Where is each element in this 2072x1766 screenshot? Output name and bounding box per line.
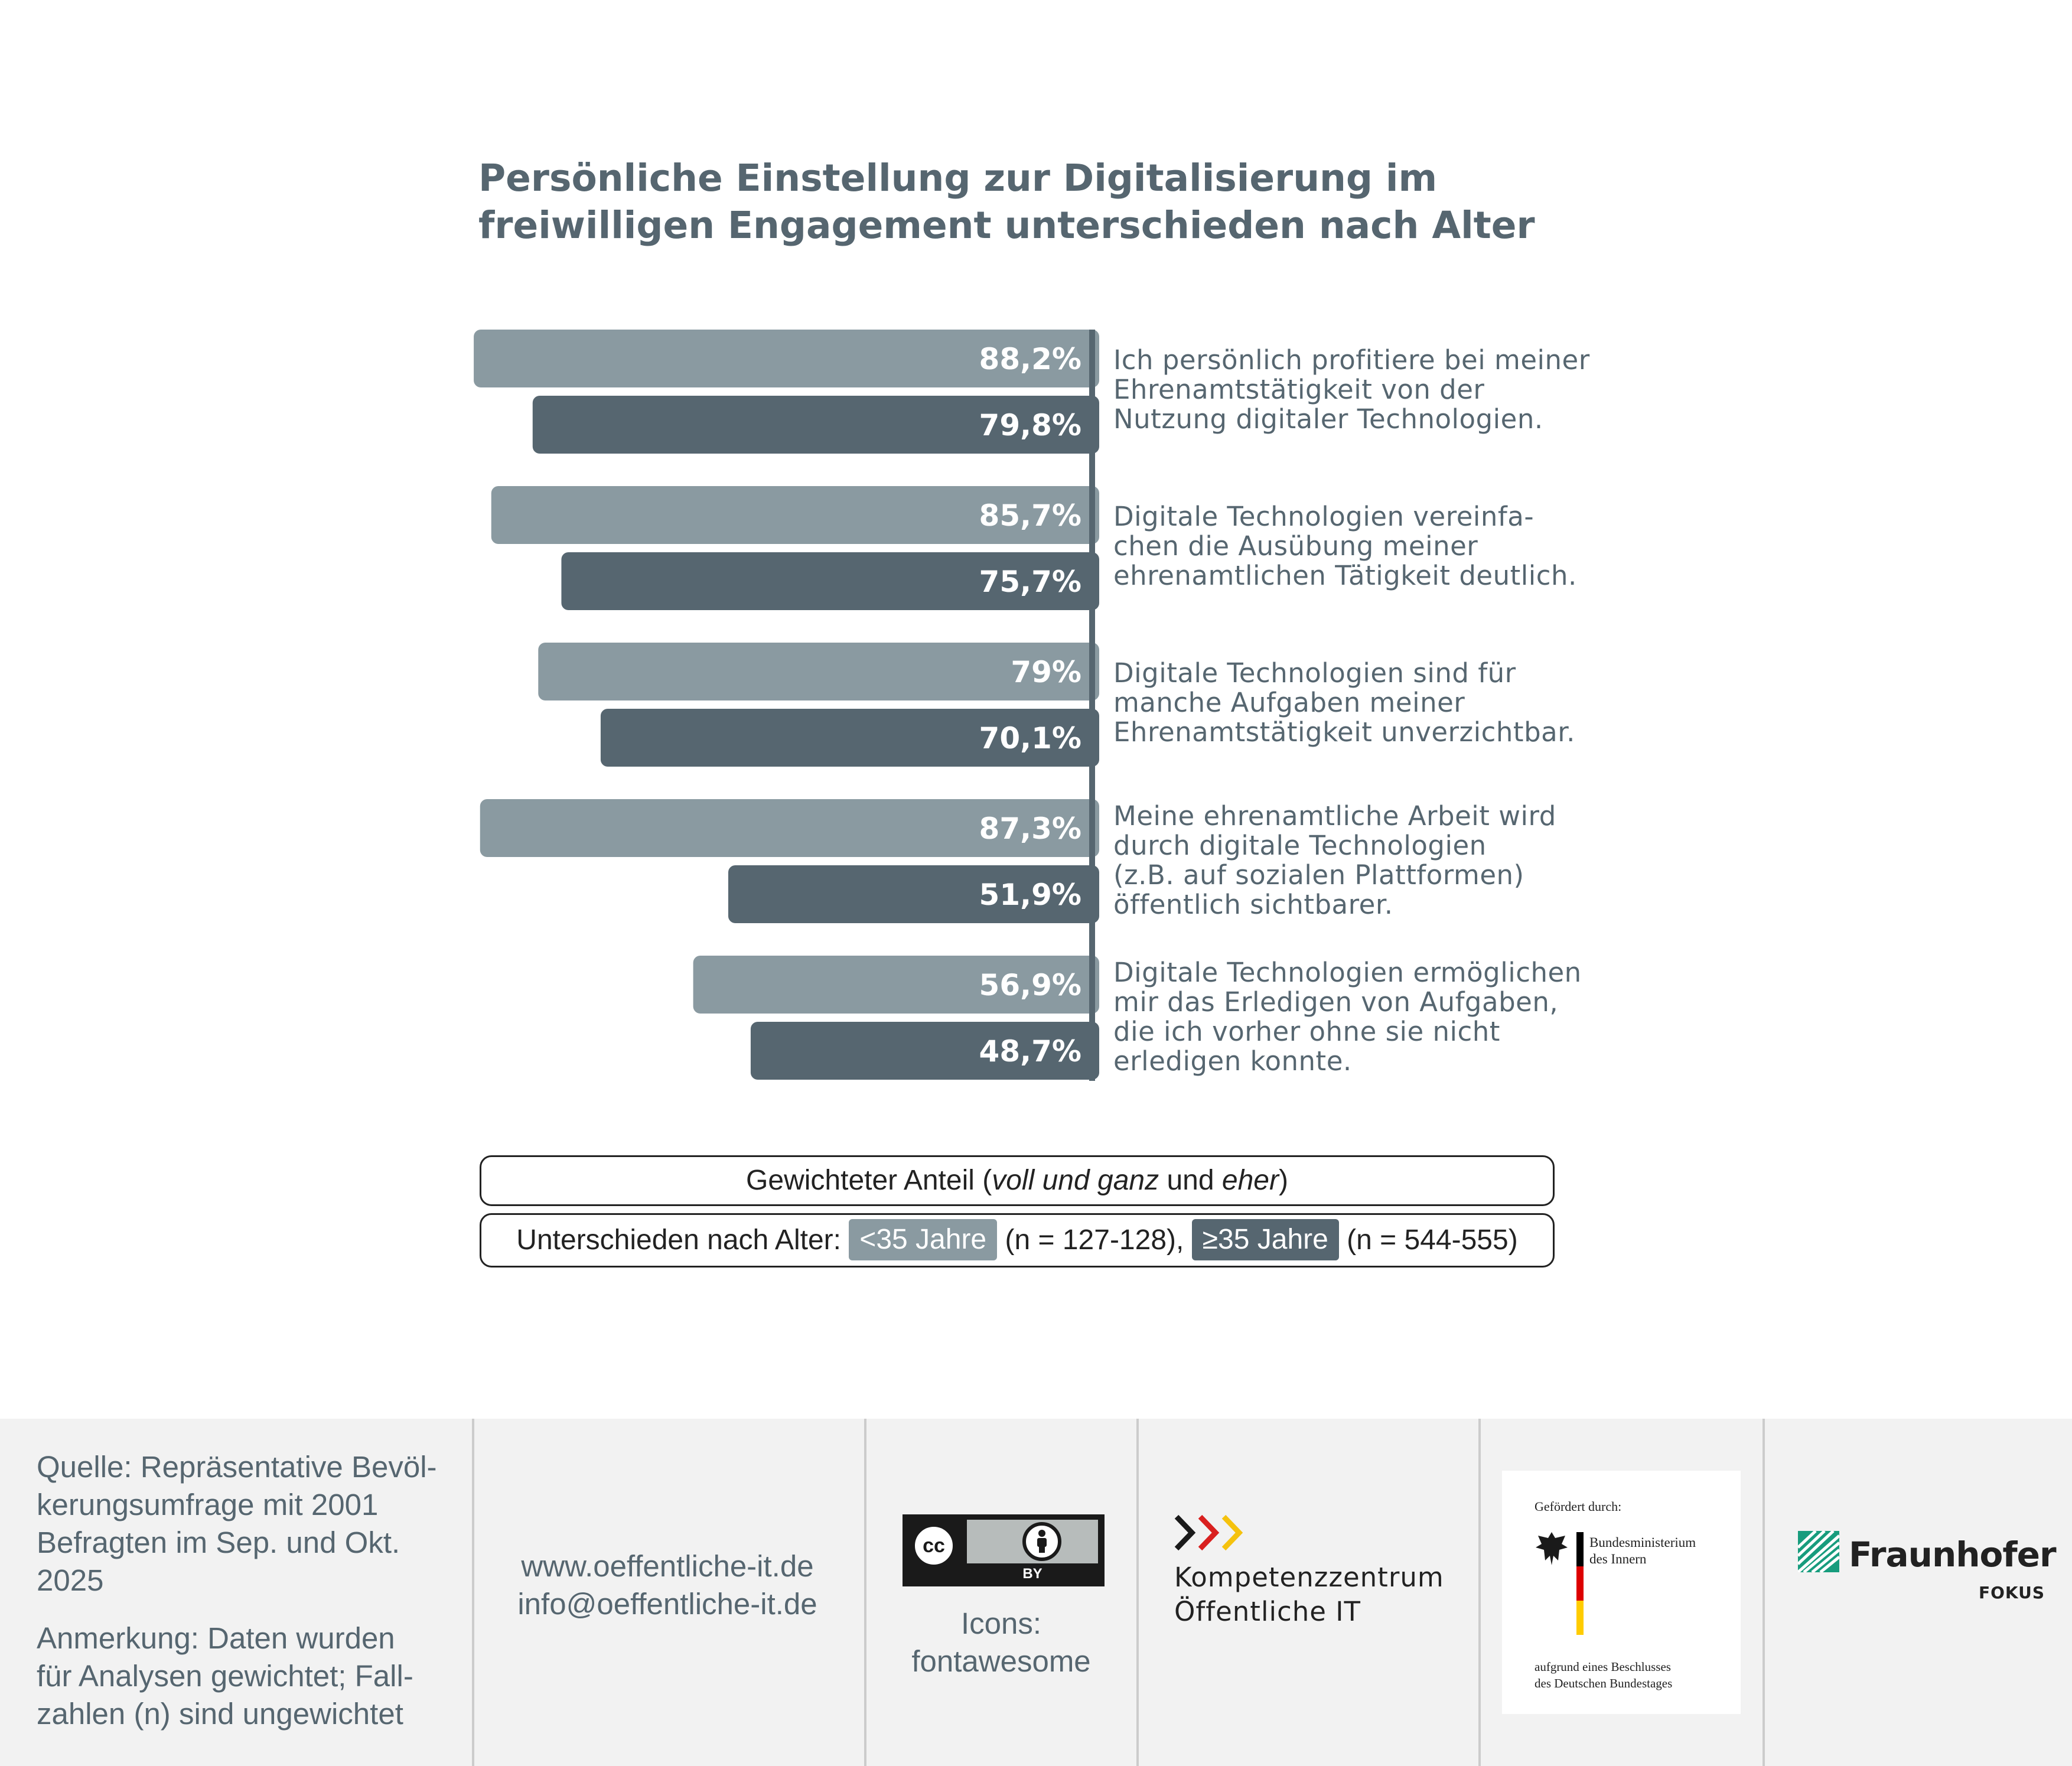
fraunhofer-name: Fraunhofer bbox=[1849, 1534, 2057, 1575]
footer-divider bbox=[1478, 1419, 1481, 1766]
cc-by-label: BY bbox=[1022, 1566, 1042, 1582]
cc-icon: cc bbox=[910, 1522, 957, 1569]
contact-info: www.oeffentliche-it.de info@oeffentliche… bbox=[473, 1547, 862, 1623]
statement-label: Meine ehrenamtliche Arbeit wird durch dig… bbox=[1113, 800, 1556, 920]
fraunhofer-logo-icon bbox=[1798, 1531, 1839, 1572]
bar-value-label: 79% bbox=[1011, 655, 1081, 689]
axis-line bbox=[1089, 330, 1095, 1081]
bar-value-label: 70,1% bbox=[979, 721, 1081, 755]
kompetenzzentrum-name: Kompetenzzentrum Öffentliche IT bbox=[1174, 1562, 1444, 1627]
bar-value-label: 88,2% bbox=[979, 342, 1081, 376]
bar-under35 bbox=[538, 643, 1099, 700]
bar-over35 bbox=[561, 552, 1099, 610]
bar-value-label: 75,7% bbox=[979, 565, 1081, 599]
bar-chart: 88,2% 79,8% 85,7% 75,7% 79% 70,1% 87,3% 51,9% 56… bbox=[474, 330, 1100, 1081]
bar-over35 bbox=[728, 865, 1099, 923]
email-link[interactable]: info@oeffentliche-it.de bbox=[517, 1587, 817, 1621]
bar-value-label: 56,9% bbox=[979, 968, 1081, 1002]
bar-value-label: 51,9% bbox=[979, 878, 1081, 912]
footer-divider bbox=[1136, 1419, 1139, 1766]
website-link[interactable]: www.oeffentliche-it.de bbox=[521, 1549, 814, 1583]
statement-label: Ich persönlich profitiere bei meiner Ehre… bbox=[1113, 344, 1590, 435]
bar-value-label: 85,7% bbox=[979, 498, 1081, 533]
statement-label: Digitale Technologien vereinfa-chen die … bbox=[1113, 501, 1577, 591]
footer-divider bbox=[864, 1419, 866, 1766]
bar-under35 bbox=[474, 330, 1100, 387]
bar-value-label: 79,8% bbox=[979, 408, 1081, 442]
legend-n-over35: (n = 544-555) bbox=[1347, 1224, 1518, 1256]
bar-over35 bbox=[532, 396, 1099, 454]
legend-chip-over35: ≥35 Jahre bbox=[1191, 1219, 1339, 1261]
flag-stripe-gold bbox=[1576, 1601, 1584, 1635]
person-icon bbox=[1022, 1522, 1061, 1561]
bar-over35 bbox=[750, 1022, 1099, 1080]
statement-label: Digitale Technologien ermöglichen mir das… bbox=[1113, 957, 1582, 1077]
flag-stripe-black bbox=[1576, 1532, 1584, 1566]
annotation-note: Anmerkung: Daten wurden für Analysen gewi… bbox=[37, 1621, 413, 1731]
bmi-funding-logo: Gefördert durch: Bundesministerium des In… bbox=[1502, 1471, 1741, 1714]
bar-over35 bbox=[600, 709, 1099, 767]
fraunhofer-fokus: FOKUS bbox=[1979, 1583, 2045, 1602]
kompetenzzentrum-chevrons-icon bbox=[1174, 1514, 1243, 1551]
footer: Quelle: Repräsentative Bevöl-kerungsumfr… bbox=[0, 1419, 2072, 1766]
chart-title: Persönliche Einstellung zur Digitalisier… bbox=[478, 157, 1535, 247]
footer-divider bbox=[472, 1419, 474, 1766]
legend-chip-under35: <35 Jahre bbox=[849, 1219, 998, 1261]
bar-value-label: 87,3% bbox=[979, 812, 1081, 846]
bar-value-label: 48,7% bbox=[979, 1034, 1081, 1068]
cc-by-license-icon[interactable]: cc BY bbox=[903, 1514, 1105, 1586]
federal-eagle-icon bbox=[1536, 1532, 1568, 1565]
age-group-legend: Unterschieden nach Alter: <35 Jahre (n =… bbox=[480, 1213, 1555, 1268]
bar-under35 bbox=[480, 799, 1099, 857]
icons-credit: Icons: fontawesome bbox=[911, 1607, 1091, 1678]
age-legend-prefix: Unterschieden nach Alter: bbox=[516, 1224, 841, 1256]
bar-under35 bbox=[491, 486, 1100, 544]
bar-under35 bbox=[693, 956, 1099, 1014]
legend-n-under35: (n = 127-128), bbox=[1005, 1224, 1184, 1256]
source-note: Quelle: Repräsentative Bevöl-kerungsumfr… bbox=[37, 1450, 437, 1597]
flag-stripe-red bbox=[1576, 1566, 1584, 1601]
footer-divider bbox=[1762, 1419, 1765, 1766]
weighted-share-legend: Gewichteter Anteil (voll und ganz und eh… bbox=[480, 1155, 1555, 1206]
statement-label: Digitale Technologien sind für manche Auf… bbox=[1113, 657, 1575, 748]
